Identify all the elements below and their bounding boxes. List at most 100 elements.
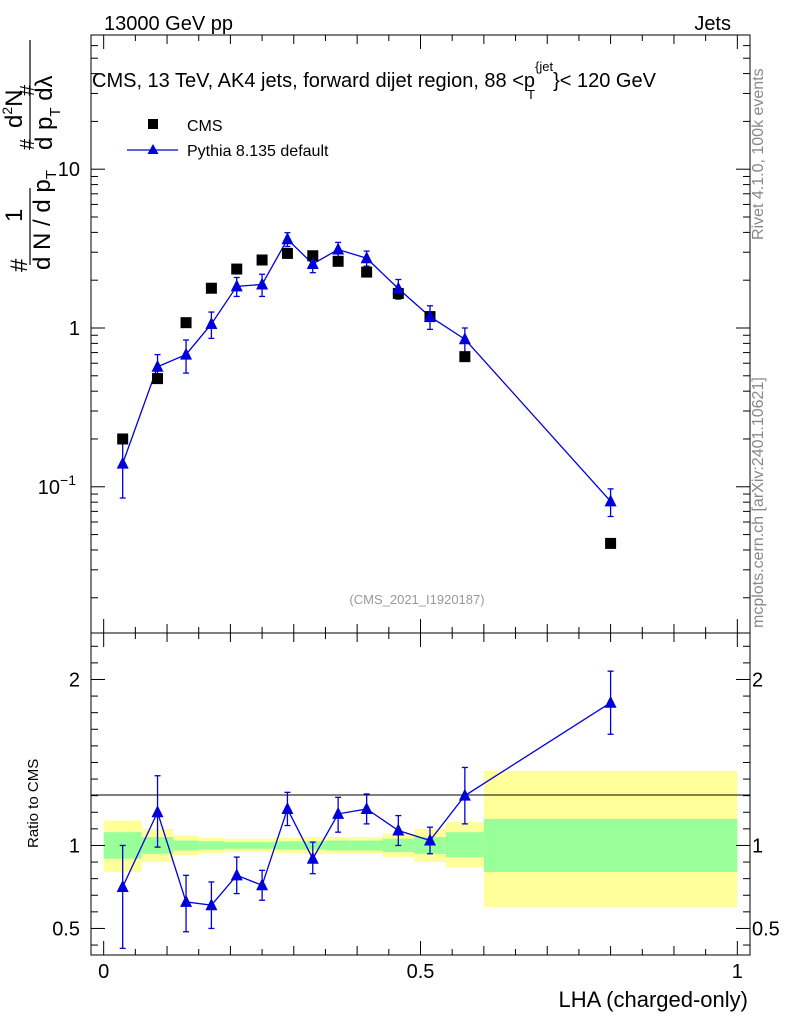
data-point [180,317,192,329]
ratio-plot-panel: 0.5 0.5 1 1 2 2 0 0.5 1 Ratio to CMS LHA (charg… [25,632,780,1012]
ratio-y-tick-label-left: 0.5 [52,918,80,940]
ratio-y-tick-label-right: 2 [752,669,763,691]
ylabel-den-sub: T [43,170,60,179]
data-point [205,282,217,294]
ylabel-num-d: d [1,115,28,128]
ylabel-one: 1 [1,209,28,222]
mc-point [256,277,269,290]
ratio-point [360,801,373,814]
ratio-point [180,894,193,907]
ratio-band-inner [445,832,484,858]
mc-point [151,359,164,372]
ratio-y-tick-label-right: 1 [752,835,763,857]
header-process-label: Jets [694,13,731,35]
mc-point [458,332,471,345]
data-series-points [117,247,617,549]
ratio-point [256,878,269,891]
ylabel-num-sup: 2 [0,107,15,115]
ratio-series-line [122,702,611,906]
legend-data-marker [148,119,158,129]
ratio-axis-ticks [91,633,750,955]
main-y-axis-label: # 1 d N / d pT # # d2N d pT dλ [0,40,64,272]
data-point [281,247,293,259]
rivet-version-label: Rivet 4.1.0, 100k events [750,68,767,240]
ratio-band-inner [483,818,738,873]
ratio-point [116,879,129,892]
x-tick-label: 0.5 [407,961,435,983]
ratio-point [332,806,345,819]
x-tick-label: 1 [732,961,743,983]
legend-mc-label: Pythia 8.135 default [187,143,329,160]
chart-title: CMS, 13 TeV, AK4 jets, forward dijet reg… [92,59,657,102]
title-p: p [524,70,535,92]
ratio-band-inner [325,840,351,851]
mc-point [424,309,437,322]
title-prefix: CMS, 13 TeV, AK4 jets, forward dijet reg… [92,70,524,92]
data-point [361,266,373,278]
ylabel-num-N: N [1,90,28,107]
mc-point [281,232,294,245]
data-point [256,254,268,266]
mc-point [360,251,373,264]
data-point [605,537,617,549]
mc-point [230,279,243,292]
mc-point [332,242,345,255]
main-y-tick-label-base: 10 [38,477,60,499]
mc-point [205,316,218,329]
ylabel-num: d2N [0,90,28,129]
mc-point [180,347,193,360]
data-point [117,433,129,445]
x-axis-label: LHA (charged-only) [558,987,748,1012]
ratio-band-inner [224,842,275,849]
ylabel-den2-sub: T [47,107,64,116]
ratio-y-tick-labels: 0.5 0.5 1 1 2 2 [52,669,780,940]
ratio-x-tick-labels: 0 0.5 1 [98,961,743,983]
ratio-y-tick-label-left: 1 [69,835,80,857]
legend-data-label: CMS [187,118,223,135]
ylabel-den: d pT dλ [31,75,64,150]
ylabel-frac-den: d N / d pT [29,170,60,270]
main-axis-ticks [91,34,750,633]
data-point [459,351,471,363]
ratio-band-inner [274,841,301,850]
ylabel-den-text: d N / d p [29,179,56,270]
ratio-y-axis-label: Ratio to CMS [25,759,42,848]
ratio-series-points [116,695,617,911]
ratio-point [205,898,218,911]
mc-series-points [116,232,617,507]
watermark-label: (CMS_2021_I1920187) [349,592,484,607]
main-y-tick-label: 1 [69,318,80,340]
ratio-point [151,805,164,818]
ratio-point [604,695,617,708]
ratio-point [392,823,405,836]
main-y-tick-label: 10−1 [38,472,76,499]
ratio-band-inner [198,841,225,850]
ylabel-hash-2: # [17,138,39,150]
mcplots-label: mcplots.cern.ch [arXiv:2401.10621] [750,377,767,628]
ylabel-den2-tail: dλ [31,75,58,107]
ratio-point [281,801,294,814]
mc-point [604,494,617,507]
mc-point [116,456,129,469]
legend: CMS Pythia 8.135 default [127,118,329,160]
data-point [152,373,164,385]
ylabel-hash-1: # [6,258,33,272]
mc-point [392,281,405,294]
main-y-tick-label: 10 [58,159,80,181]
data-point [332,255,344,267]
x-tick-label: 0 [98,961,109,983]
ylabel-den2-text: d p [31,117,58,150]
mc-line [122,238,612,502]
main-y-tick-label-exp: −1 [60,472,76,488]
ratio-band-inner [173,840,199,851]
title-suffix: }< 120 GeV [553,70,657,92]
ratio-y-tick-label-left: 2 [69,669,80,691]
legend-mc-marker [147,144,159,154]
ratio-line [122,702,611,906]
ratio-point [230,868,243,881]
ratio-band-inner [350,840,383,851]
ylabel-hash-3: # [17,84,39,96]
